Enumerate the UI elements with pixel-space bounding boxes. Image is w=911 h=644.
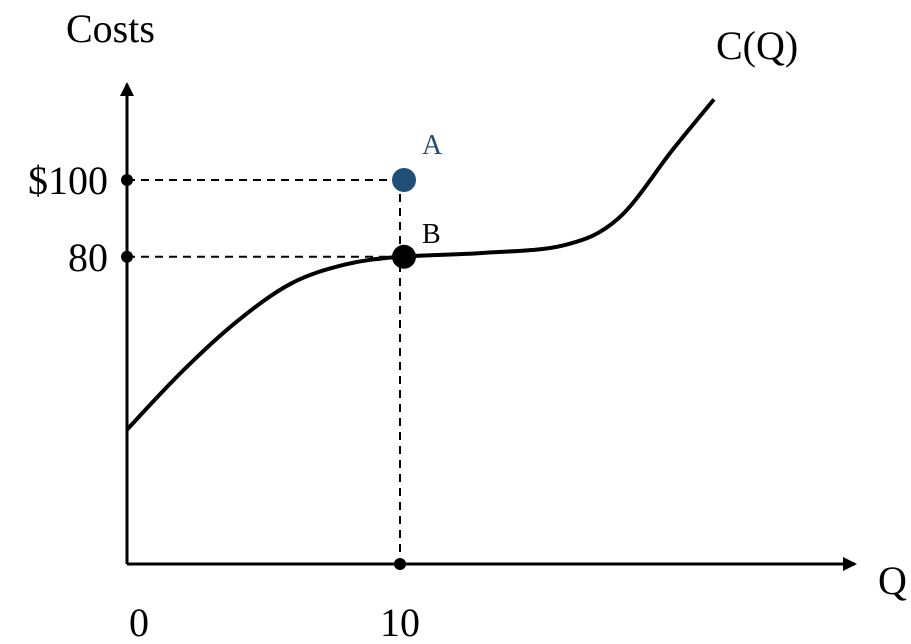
point-b (392, 244, 416, 269)
cost-curve (125, 98, 716, 431)
x-tick-label: 0 (129, 600, 149, 644)
point-a-label: A (422, 130, 443, 161)
y-tick-label: 80 (68, 235, 108, 280)
x-axis-title: Q (878, 558, 907, 603)
x-tick-labels: 0 10 (129, 600, 420, 644)
data-points: AB (392, 130, 443, 269)
y-axis-marker-dot (121, 250, 133, 263)
point-b-label: B (422, 219, 441, 250)
y-tick-label: $100 (28, 158, 108, 203)
y-axis-marker-dot (121, 174, 133, 186)
guide-lines (121, 174, 406, 570)
y-tick-labels: $100 80 (28, 158, 108, 280)
curve-label: C(Q) (716, 23, 798, 68)
x-axis-marker-dot (394, 558, 406, 570)
y-axis-title: Costs (66, 6, 155, 51)
point-a (392, 168, 416, 192)
x-tick-label: 10 (380, 600, 420, 644)
